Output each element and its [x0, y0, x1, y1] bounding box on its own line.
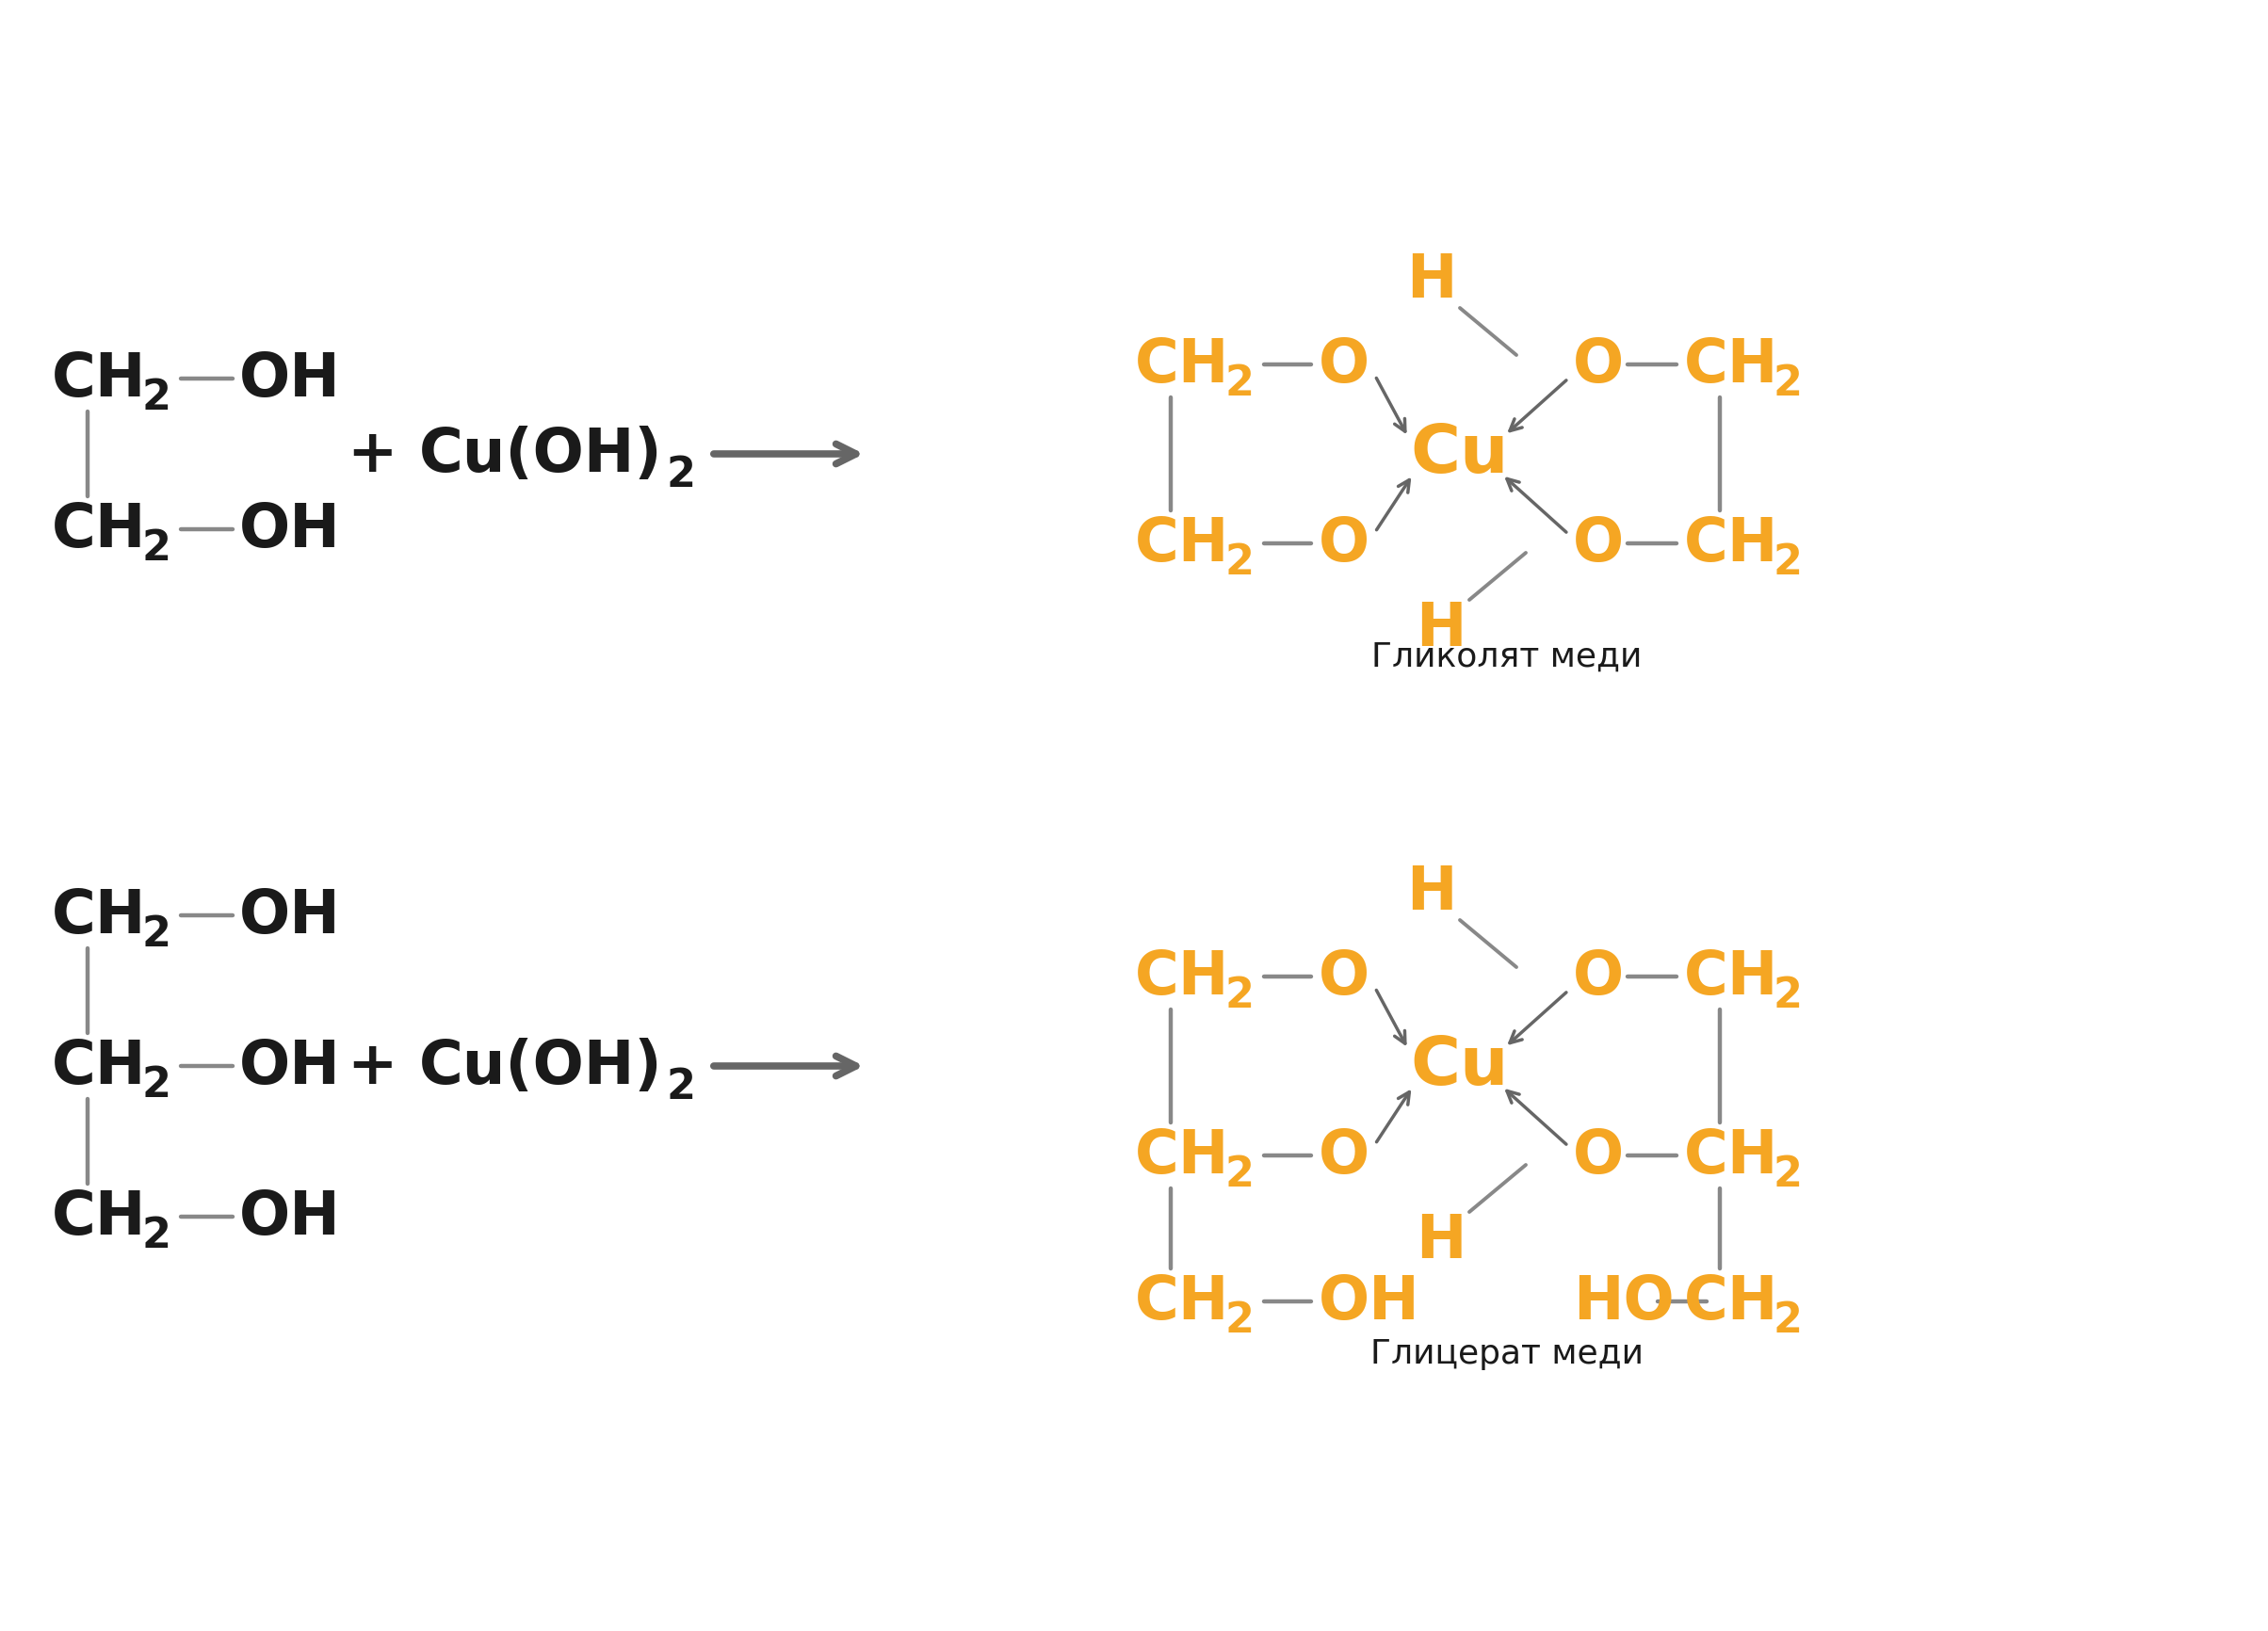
Text: CH: CH: [1685, 1127, 1778, 1184]
Text: O: O: [1318, 336, 1370, 395]
Text: HO: HO: [1574, 1272, 1674, 1331]
Text: 2: 2: [141, 378, 170, 418]
Text: 2: 2: [1774, 364, 1803, 404]
Text: 2: 2: [1774, 1155, 1803, 1196]
Text: OH: OH: [1318, 1272, 1420, 1331]
Text: H: H: [1415, 600, 1465, 657]
Text: 2: 2: [1774, 975, 1803, 1016]
Text: O: O: [1318, 948, 1370, 1006]
Text: CH: CH: [52, 501, 147, 559]
Text: Cu: Cu: [1411, 1034, 1508, 1099]
Text: 2: 2: [667, 455, 694, 496]
Text: 2: 2: [1225, 975, 1254, 1016]
Text: H: H: [1406, 863, 1456, 922]
Text: O: O: [1574, 336, 1624, 395]
Text: O: O: [1574, 515, 1624, 572]
Text: H: H: [1415, 1212, 1465, 1269]
Text: OH: OH: [238, 351, 340, 408]
Text: CH: CH: [1134, 1127, 1229, 1184]
Text: O: O: [1574, 948, 1624, 1006]
Text: OH: OH: [238, 887, 340, 944]
Text: O: O: [1318, 1127, 1370, 1184]
Text: 2: 2: [141, 1215, 170, 1256]
Text: 2: 2: [1774, 1300, 1803, 1341]
Text: +: +: [347, 1037, 397, 1096]
Text: CH: CH: [1134, 948, 1229, 1006]
Text: +: +: [347, 426, 397, 484]
Text: CH: CH: [1685, 515, 1778, 572]
Text: CH: CH: [52, 1037, 147, 1096]
Text: CH: CH: [1134, 515, 1229, 572]
Text: 2: 2: [1225, 543, 1254, 582]
Text: H: H: [1406, 251, 1456, 310]
Text: Cu(OH): Cu(OH): [420, 426, 662, 484]
Text: OH: OH: [238, 501, 340, 559]
Text: CH: CH: [1685, 948, 1778, 1006]
Text: CH: CH: [52, 1187, 147, 1246]
Text: 2: 2: [141, 1065, 170, 1106]
Text: OH: OH: [238, 1187, 340, 1246]
Text: 2: 2: [667, 1067, 694, 1107]
Text: CH: CH: [1685, 1272, 1778, 1331]
Text: 2: 2: [1225, 1155, 1254, 1196]
Text: Глицерат меди: Глицерат меди: [1370, 1337, 1644, 1370]
Text: 2: 2: [1225, 364, 1254, 404]
Text: 2: 2: [1225, 1300, 1254, 1341]
Text: CH: CH: [52, 351, 147, 408]
Text: 2: 2: [141, 915, 170, 954]
Text: CH: CH: [52, 887, 147, 944]
Text: OH: OH: [238, 1037, 340, 1096]
Text: CH: CH: [1134, 1272, 1229, 1331]
Text: CH: CH: [1134, 336, 1229, 395]
Text: O: O: [1574, 1127, 1624, 1184]
Text: O: O: [1318, 515, 1370, 572]
Text: 2: 2: [141, 528, 170, 569]
Text: 2: 2: [1774, 543, 1803, 582]
Text: Гликолят меди: Гликолят меди: [1372, 641, 1642, 674]
Text: CH: CH: [1685, 336, 1778, 395]
Text: Cu(OH): Cu(OH): [420, 1037, 662, 1096]
Text: Cu: Cu: [1411, 422, 1508, 488]
